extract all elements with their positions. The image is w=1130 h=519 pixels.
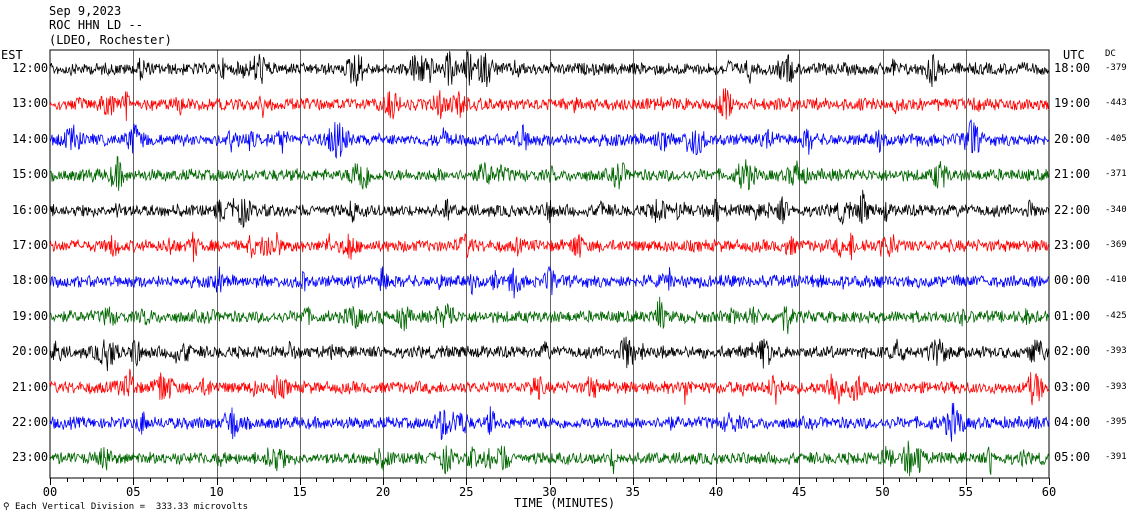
dc-offset-label: -405 — [1105, 133, 1127, 144]
utc-axis-title: UTC — [1063, 48, 1085, 62]
scale-footer-text: Each Vertical Division = 333.33 microvol… — [15, 502, 249, 512]
trace-1700 — [49, 231, 1050, 263]
est-hour-label: 21:00 — [12, 379, 49, 394]
x-tick-label: 15 — [292, 485, 307, 499]
dc-offset-label: -340 — [1105, 204, 1127, 215]
x-tick-label: 30 — [542, 485, 557, 499]
dc-offset-label: -425 — [1105, 310, 1127, 321]
trace-2000 — [49, 336, 1050, 372]
est-hour-label: 13:00 — [12, 96, 49, 111]
dc-offset-label: -395 — [1105, 417, 1127, 427]
utc-hour-label: 03:00 — [1054, 379, 1091, 394]
x-tick-label: 40 — [708, 485, 724, 499]
est-hour-label: 15:00 — [12, 167, 49, 182]
est-hour-label: 19:00 — [12, 308, 49, 323]
est-hour-label: 20:00 — [12, 344, 49, 359]
utc-hour-label: 00:00 — [1054, 273, 1091, 288]
trace-1900 — [49, 296, 1050, 335]
dc-offset-label: -393 — [1105, 381, 1127, 392]
x-tick-label: 00 — [42, 485, 58, 499]
est-hour-label: 16:00 — [12, 202, 49, 217]
utc-hour-label: 02:00 — [1054, 344, 1091, 359]
trace-1600 — [49, 189, 1050, 229]
x-tick-label: 45 — [792, 485, 807, 499]
utc-hour-label: 05:00 — [1054, 450, 1091, 465]
trace-2100 — [49, 368, 1050, 406]
utc-hour-label: 20:00 — [1054, 131, 1091, 146]
trace-2200 — [49, 402, 1050, 442]
trace-1400 — [49, 119, 1050, 159]
scale-icon: ⚲ — [3, 502, 16, 512]
x-tick-label: 35 — [625, 485, 640, 499]
dc-offset-label: -369 — [1105, 240, 1127, 250]
dc-column-title: DC — [1105, 49, 1116, 59]
est-hour-label: 14:00 — [12, 131, 49, 146]
x-tick-label: 20 — [375, 485, 391, 499]
utc-hour-label: 23:00 — [1054, 238, 1091, 252]
est-hour-label: 17:00 — [12, 238, 49, 252]
utc-hour-label: 18:00 — [1054, 61, 1091, 75]
est-hour-label: 23:00 — [12, 450, 49, 465]
x-tick-label: 60 — [1041, 485, 1057, 499]
dc-offset-label: -391 — [1105, 452, 1127, 463]
trace-1500 — [49, 155, 1050, 191]
dc-offset-label: -410 — [1105, 275, 1127, 286]
dc-offset-label: -393 — [1105, 346, 1127, 357]
trace-1200 — [49, 50, 1050, 88]
est-hour-label: 22:00 — [12, 415, 49, 429]
est-hour-label: 12:00 — [12, 61, 49, 75]
dc-offset-label: -379 — [1105, 63, 1127, 73]
x-tick-label: 10 — [209, 485, 224, 499]
trace-1300 — [49, 88, 1050, 122]
x-tick-label: 50 — [875, 485, 890, 499]
x-tick-label: 25 — [459, 485, 474, 499]
plot-frame — [49, 49, 1050, 479]
x-tick-label: 05 — [126, 485, 141, 499]
trace-1800 — [49, 265, 1050, 299]
x-axis-title: TIME (MINUTES) — [514, 496, 616, 510]
x-tick-label: 55 — [958, 485, 973, 499]
utc-hour-label: 19:00 — [1054, 96, 1091, 111]
scale-footer-note: ⚲ Each Vertical Division = 333.33 microv… — [3, 502, 248, 512]
utc-hour-label: 22:00 — [1054, 202, 1091, 217]
utc-hour-label: 04:00 — [1054, 415, 1091, 429]
est-axis-title: EST — [1, 48, 23, 62]
station-label: ROC HHN LD -- — [49, 18, 143, 32]
trace-2300 — [49, 440, 1050, 477]
network-label: (LDEO, Rochester) — [49, 33, 172, 47]
dc-offset-label: -371 — [1105, 169, 1127, 180]
dc-offset-label: -443 — [1105, 98, 1127, 109]
est-hour-label: 18:00 — [12, 273, 49, 288]
date-label: Sep 9,2023 — [49, 4, 122, 18]
utc-hour-label: 01:00 — [1054, 308, 1091, 323]
utc-hour-label: 21:00 — [1054, 167, 1091, 182]
